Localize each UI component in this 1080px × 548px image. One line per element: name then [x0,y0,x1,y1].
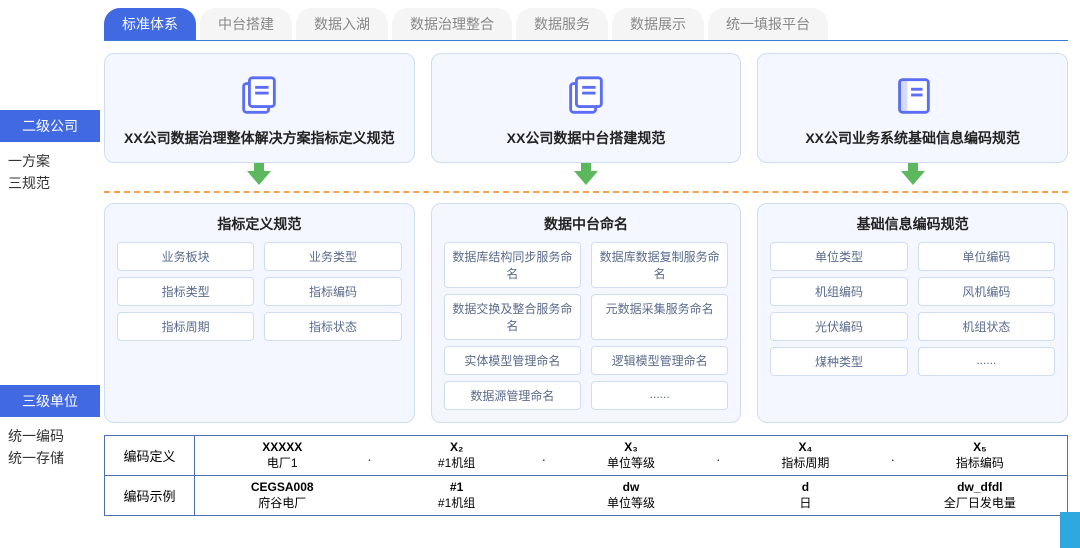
card-midplatform: XX公司数据中台搭建规范 [431,53,742,163]
spec-item: 光伏编码 [770,312,907,341]
spec-item: 单位类型 [770,242,907,271]
spec-item: 指标周期 [117,312,254,341]
top-cards-row: XX公司数据治理整体解决方案指标定义规范 XX公司数据中台搭建规范 XX公司业务… [104,53,1068,163]
tab-governance[interactable]: 数据治理整合 [392,8,512,40]
spec-item: 元数据采集服务命名 [591,294,728,340]
tab-display[interactable]: 数据展示 [612,8,704,40]
spec-item: 指标编码 [264,277,401,306]
spec-cards-row: 指标定义规范 业务板块业务类型指标类型指标编码指标周期指标状态 数据中台命名 数… [104,203,1068,423]
spec-item: 单位编码 [918,242,1055,271]
table-cell: X₅指标编码 [893,436,1067,475]
spec-item: 逻辑模型管理命名 [591,346,728,375]
arrow-row [104,171,1068,185]
spec-item: 煤种类型 [770,347,907,376]
spec-item: 数据交换及整合服务命名 [444,294,581,340]
spec-card-naming: 数据中台命名 数据库结构同步服务命名数据库数据复制服务命名数据交换及整合服务命名… [431,203,742,423]
spec-item: 机组编码 [770,277,907,306]
arrow-down-icon [574,171,598,185]
spec-title: 数据中台命名 [444,214,729,234]
row-label: 编码示例 [105,476,195,515]
spec-item: 指标状态 [264,312,401,341]
table-cell: d日 [718,476,892,515]
tab-service[interactable]: 数据服务 [516,8,608,40]
tab-datalake[interactable]: 数据入湖 [296,8,388,40]
level2-sub1: 一方案 [0,150,100,172]
spec-item: 业务类型 [264,242,401,271]
dashed-separator [104,191,1068,193]
spec-item: 数据库数据复制服务命名 [591,242,728,288]
tab-midplatform[interactable]: 中台搭建 [200,8,292,40]
level2-badge: 二级公司 [0,110,100,142]
arrow-down-icon [901,171,925,185]
spec-item: 业务板块 [117,242,254,271]
table-cell: dw单位等级 [544,476,718,515]
card-title: XX公司数据中台搭建规范 [444,128,729,148]
book-icon [890,72,936,118]
table-cell: #1#1机组 [369,476,543,515]
tab-standard[interactable]: 标准体系 [104,8,196,40]
level3-sub1: 统一编码 [0,425,100,447]
card-solution: XX公司数据治理整体解决方案指标定义规范 [104,53,415,163]
left-sidebar: 二级公司 一方案 三规范 三级单位 统一编码 统一存储 [0,0,100,548]
card-title: XX公司数据治理整体解决方案指标定义规范 [117,128,402,148]
table-cell: CEGSA008府谷电厂 [195,476,369,515]
card-title: XX公司业务系统基础信息编码规范 [770,128,1055,148]
spec-item: ...... [591,381,728,410]
spec-title: 基础信息编码规范 [770,214,1055,234]
tab-report[interactable]: 统一填报平台 [708,8,828,40]
corner-accent [1060,512,1080,548]
encoding-table: 编码定义 XXXXX电厂1.X₂#1机组.X₃单位等级.X₄指标周期.X₅指标编… [104,435,1068,516]
table-cell: X₄指标周期. [718,436,892,475]
spec-item: ...... [918,347,1055,376]
spec-item: 实体模型管理命名 [444,346,581,375]
spec-card-encoding: 基础信息编码规范 单位类型单位编码机组编码风机编码光伏编码机组状态煤种类型...… [757,203,1068,423]
spec-item: 数据源管理命名 [444,381,581,410]
table-row: 编码示例 CEGSA008府谷电厂#1#1机组dw单位等级d日dw_dfdl全厂… [105,476,1067,515]
spec-item: 数据库结构同步服务命名 [444,242,581,288]
level3-sub2: 统一存储 [0,447,100,469]
table-row: 编码定义 XXXXX电厂1.X₂#1机组.X₃单位等级.X₄指标周期.X₅指标编… [105,436,1067,476]
tab-bar: 标准体系 中台搭建 数据入湖 数据治理整合 数据服务 数据展示 统一填报平台 [104,8,1068,41]
main-content: 标准体系 中台搭建 数据入湖 数据治理整合 数据服务 数据展示 统一填报平台 X… [100,0,1080,548]
row-label: 编码定义 [105,436,195,475]
level3-badge: 三级单位 [0,385,100,417]
spec-item: 机组状态 [918,312,1055,341]
table-cell: XXXXX电厂1. [195,436,369,475]
level2-sub2: 三规范 [0,172,100,194]
table-cell: dw_dfdl全厂日发电量 [893,476,1067,515]
spec-card-indicator: 指标定义规范 业务板块业务类型指标类型指标编码指标周期指标状态 [104,203,415,423]
arrow-down-icon [247,171,271,185]
spec-title: 指标定义规范 [117,214,402,234]
card-encoding: XX公司业务系统基础信息编码规范 [757,53,1068,163]
spec-item: 风机编码 [918,277,1055,306]
document-icon [236,72,282,118]
table-cell: X₃单位等级. [544,436,718,475]
spec-item: 指标类型 [117,277,254,306]
table-cell: X₂#1机组. [369,436,543,475]
document-icon [563,72,609,118]
